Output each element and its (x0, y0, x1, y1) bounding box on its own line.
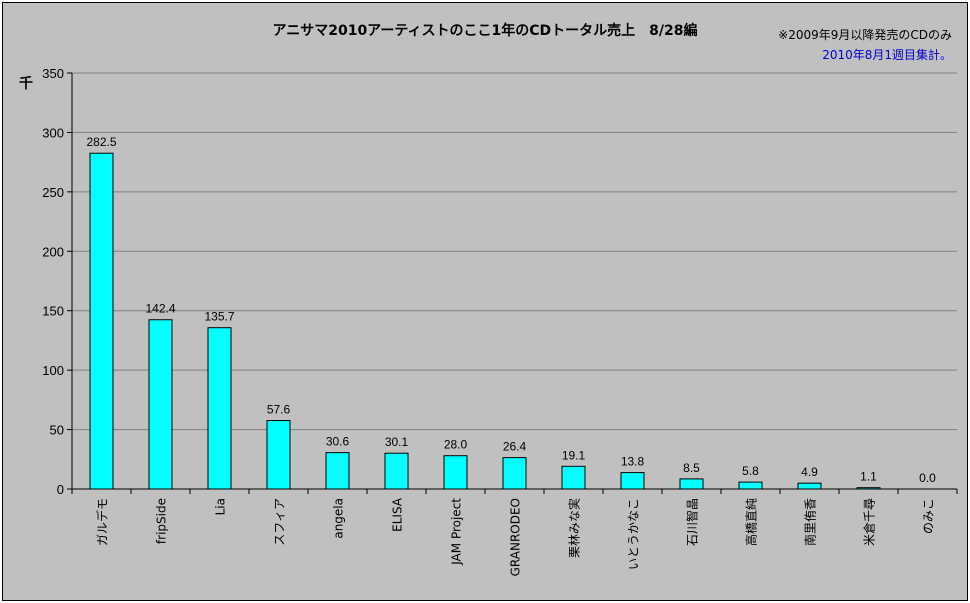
bar (384, 452, 409, 490)
data-label: 28.0 (444, 438, 468, 452)
y-tick-label: 100 (42, 363, 64, 378)
bar (797, 482, 822, 490)
x-tick-label: のみこ (922, 498, 936, 534)
y-tick-label: 350 (42, 66, 64, 81)
bar (148, 319, 173, 490)
data-label: 282.5 (86, 135, 116, 149)
x-tick-label: angela (332, 498, 346, 539)
bars (89, 152, 881, 490)
y-tick-label: 300 (42, 125, 64, 140)
bar (502, 457, 527, 490)
x-tick-label: いとうかなこ (627, 498, 641, 570)
bar (561, 465, 586, 490)
y-tick-label: 0 (57, 482, 64, 497)
data-labels: 282.5 142.4 135.7 57.6 30.6 30.1 28.0 26.4 19.1 1… (86, 135, 936, 485)
y-tick-label: 50 (50, 423, 64, 438)
bar (325, 452, 350, 490)
x-tick-label: 米倉千尋 (862, 498, 877, 546)
bar (207, 327, 232, 490)
y-axis-unit-label: 千 (19, 75, 33, 92)
x-tick-label: Lia (214, 498, 228, 515)
data-label: 5.8 (742, 464, 759, 478)
data-label: 57.6 (267, 403, 291, 417)
data-label: 142.4 (145, 302, 175, 316)
bar (89, 152, 114, 490)
x-tick-label: JAM Project (450, 498, 464, 566)
y-tick-label: 150 (42, 304, 64, 319)
x-tick-label: fripSide (155, 498, 169, 544)
data-label: 135.7 (204, 310, 234, 324)
chart-note-scope: ※2009年9月以降発売のCDのみ (778, 27, 952, 42)
data-label: 0.0 (919, 471, 936, 485)
y-tick-label: 200 (42, 244, 64, 259)
bar (266, 420, 291, 490)
data-label: 8.5 (683, 461, 700, 475)
x-tick-label: 栗林みな実 (567, 498, 582, 558)
x-tick-label: 南里侑香 (803, 498, 818, 546)
data-label: 30.6 (326, 435, 350, 449)
data-label: 4.9 (801, 465, 818, 479)
data-label: 19.1 (562, 448, 586, 462)
x-tick-label: 石川智晶 (685, 498, 700, 546)
x-tick-label: スフィア (273, 498, 287, 546)
x-tick-label: ガルデモ (95, 498, 110, 546)
chart-title: アニサマ2010アーティストのここ1年のCDトータル売上 8/28編 (273, 22, 698, 39)
chart-note-date: 2010年8月1週目集計。 (822, 47, 952, 62)
plot-area (72, 73, 957, 489)
data-label: 30.1 (385, 435, 409, 449)
data-label: 26.4 (503, 440, 527, 454)
bar (620, 472, 645, 490)
x-tick-label: 高橋直純 (744, 498, 759, 546)
data-label: 1.1 (860, 470, 877, 484)
bar (679, 478, 704, 490)
y-tick-label: 250 (42, 185, 64, 200)
x-tick-label: ELISA (391, 497, 405, 532)
y-tick-labels: 0 50 100 150 200 250 300 350 (42, 66, 64, 497)
bar (443, 455, 468, 490)
x-tick-label: GRANRODEO (509, 498, 523, 576)
data-label: 13.8 (621, 455, 645, 469)
axes (67, 72, 958, 494)
bar (738, 481, 763, 490)
x-tick-labels: ガルデモ fripSide Lia スフィア angela ELISA JAM Projec… (95, 497, 936, 576)
